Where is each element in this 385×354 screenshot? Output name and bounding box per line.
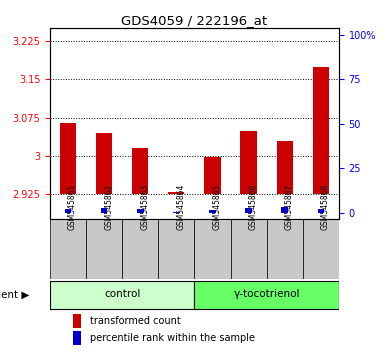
Bar: [245, 209, 252, 213]
Bar: [209, 210, 216, 213]
Text: GSM545862: GSM545862: [104, 184, 113, 230]
Bar: [281, 207, 288, 213]
Text: control: control: [104, 289, 141, 299]
Bar: [276, 142, 293, 194]
Bar: [194, 219, 231, 279]
Bar: [73, 314, 81, 328]
Bar: [73, 331, 81, 345]
Bar: [101, 209, 107, 213]
Bar: [50, 280, 194, 309]
Text: GSM545861: GSM545861: [68, 184, 77, 230]
Bar: [50, 219, 86, 279]
Bar: [204, 157, 221, 194]
Text: γ-tocotrienol: γ-tocotrienol: [233, 289, 300, 299]
Bar: [168, 193, 184, 194]
Bar: [173, 212, 180, 213]
Bar: [241, 131, 257, 194]
Bar: [303, 219, 339, 279]
Bar: [96, 133, 112, 194]
Text: GSM545865: GSM545865: [213, 184, 221, 230]
Bar: [132, 148, 148, 194]
Text: GSM545868: GSM545868: [321, 184, 330, 230]
Bar: [313, 67, 329, 194]
Text: transformed count: transformed count: [90, 316, 181, 326]
Text: agent ▶: agent ▶: [0, 290, 30, 300]
Bar: [86, 219, 122, 279]
Text: percentile rank within the sample: percentile rank within the sample: [90, 333, 255, 343]
Bar: [60, 122, 76, 194]
Bar: [266, 219, 303, 279]
Title: GDS4059 / 222196_at: GDS4059 / 222196_at: [121, 14, 268, 27]
Bar: [194, 280, 339, 309]
Bar: [122, 219, 158, 279]
Bar: [318, 209, 324, 213]
Bar: [65, 209, 71, 213]
Text: GSM545867: GSM545867: [285, 184, 294, 230]
Bar: [158, 219, 194, 279]
Bar: [137, 209, 144, 213]
Text: GSM545863: GSM545863: [140, 184, 149, 230]
Text: GSM545864: GSM545864: [176, 184, 186, 230]
Text: GSM545866: GSM545866: [249, 184, 258, 230]
Bar: [231, 219, 266, 279]
